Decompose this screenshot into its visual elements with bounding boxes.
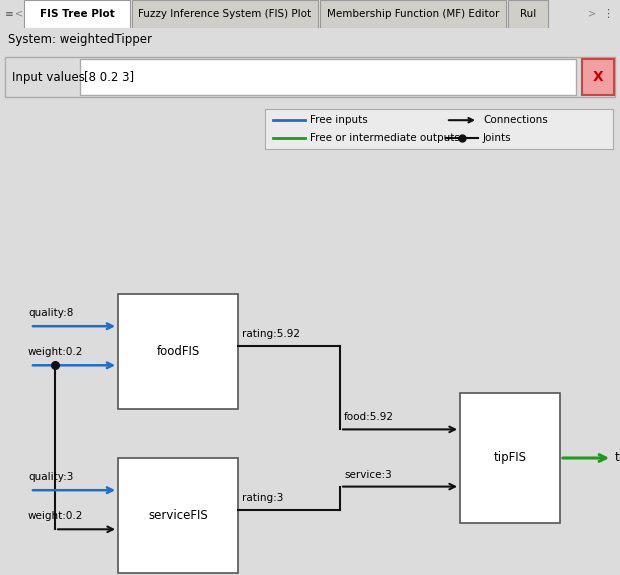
Text: Free or intermediate outputs: Free or intermediate outputs: [310, 133, 460, 143]
Text: Joints: Joints: [483, 133, 512, 143]
Bar: [80, 59, 576, 95]
Text: Membership Function (MF) Editor: Membership Function (MF) Editor: [327, 9, 499, 19]
Bar: [132, 0, 318, 28]
Text: ≡: ≡: [5, 9, 14, 19]
Text: Input values: Input values: [12, 71, 85, 83]
Text: rating:3: rating:3: [242, 493, 283, 503]
Text: quality:8: quality:8: [28, 308, 73, 318]
Text: <: <: [15, 9, 23, 19]
Bar: [118, 294, 238, 409]
Text: weight:0.2: weight:0.2: [28, 511, 83, 522]
Text: foodFIS: foodFIS: [156, 345, 200, 358]
Text: serviceFIS: serviceFIS: [148, 509, 208, 522]
Bar: [582, 59, 614, 95]
Text: food:5.92: food:5.92: [344, 412, 394, 423]
Text: X: X: [593, 70, 603, 84]
Text: System: weightedTipper: System: weightedTipper: [8, 33, 152, 46]
Text: weight:0.2: weight:0.2: [28, 347, 83, 357]
Text: Fuzzy Inference System (FIS) Plot: Fuzzy Inference System (FIS) Plot: [138, 9, 312, 19]
Bar: [5, 57, 615, 97]
Text: Free inputs: Free inputs: [310, 115, 368, 125]
Text: service:3: service:3: [344, 470, 392, 480]
Bar: [24, 0, 130, 28]
Text: quality:3: quality:3: [28, 472, 73, 482]
Bar: [265, 109, 613, 149]
Text: Rul: Rul: [520, 9, 536, 19]
Bar: [320, 0, 506, 28]
Text: tip:12.1: tip:12.1: [615, 451, 620, 465]
Text: [8 0.2 3]: [8 0.2 3]: [84, 71, 134, 83]
Text: tipFIS: tipFIS: [494, 451, 526, 465]
Bar: [460, 393, 560, 523]
Bar: [118, 458, 238, 573]
Text: rating:5.92: rating:5.92: [242, 329, 300, 339]
Text: >: >: [588, 9, 596, 19]
Text: ⋮: ⋮: [603, 9, 614, 19]
Bar: [508, 0, 548, 28]
Text: Connections: Connections: [483, 115, 547, 125]
Text: FIS Tree Plot: FIS Tree Plot: [40, 9, 114, 19]
